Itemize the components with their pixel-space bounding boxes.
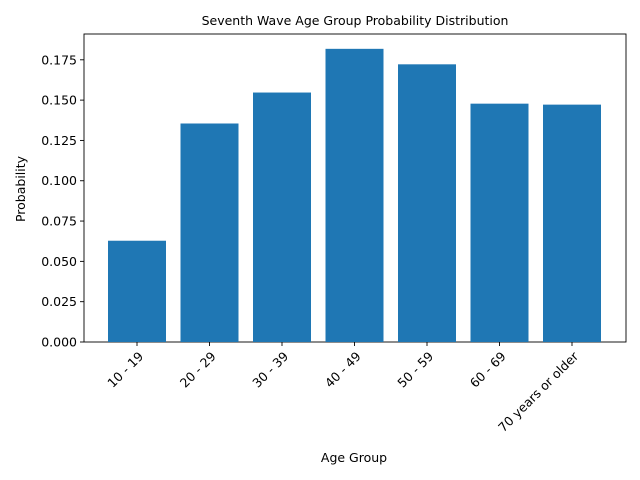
bar-4 — [398, 64, 456, 343]
x-axis-title: Age Group — [321, 450, 387, 465]
x-tick-label-5: 60 - 69 — [467, 349, 509, 391]
y-tick-label-0: 0.000 — [41, 335, 77, 350]
bar-2 — [253, 92, 311, 342]
y-axis-title: Probability — [13, 155, 28, 222]
x-tick-label-6: 70 years or older — [495, 348, 582, 435]
x-tick-label-3: 40 - 49 — [322, 349, 364, 391]
y-tick-label-1: 0.025 — [41, 294, 77, 309]
x-tick-label-2: 30 - 39 — [249, 349, 291, 391]
y-tick-label-7: 0.175 — [41, 52, 77, 67]
y-tick-label-3: 0.075 — [41, 214, 77, 229]
x-tick-label-0: 10 - 19 — [104, 349, 146, 391]
y-tick-label-4: 0.100 — [41, 173, 77, 188]
bar-3 — [325, 48, 384, 342]
bar-0 — [108, 240, 166, 342]
x-axis: 10 - 19 20 - 29 30 - 39 40 - 49 50 - 59 60 - … — [104, 342, 582, 435]
y-tick-label-2: 0.050 — [41, 254, 77, 269]
bars — [108, 48, 601, 343]
bar-6 — [543, 104, 601, 342]
x-tick-label-4: 50 - 59 — [394, 349, 436, 391]
y-tick-label-6: 0.150 — [41, 93, 77, 108]
chart-title: Seventh Wave Age Group Probability Distr… — [202, 13, 509, 28]
x-tick-label-1: 20 - 29 — [177, 349, 219, 391]
bar-1 — [180, 123, 239, 343]
y-tick-label-5: 0.125 — [41, 133, 77, 148]
bar-5 — [470, 103, 529, 342]
y-axis: 0.000 0.025 0.050 0.075 0.100 0.125 0.150 0.175 — [41, 52, 84, 350]
